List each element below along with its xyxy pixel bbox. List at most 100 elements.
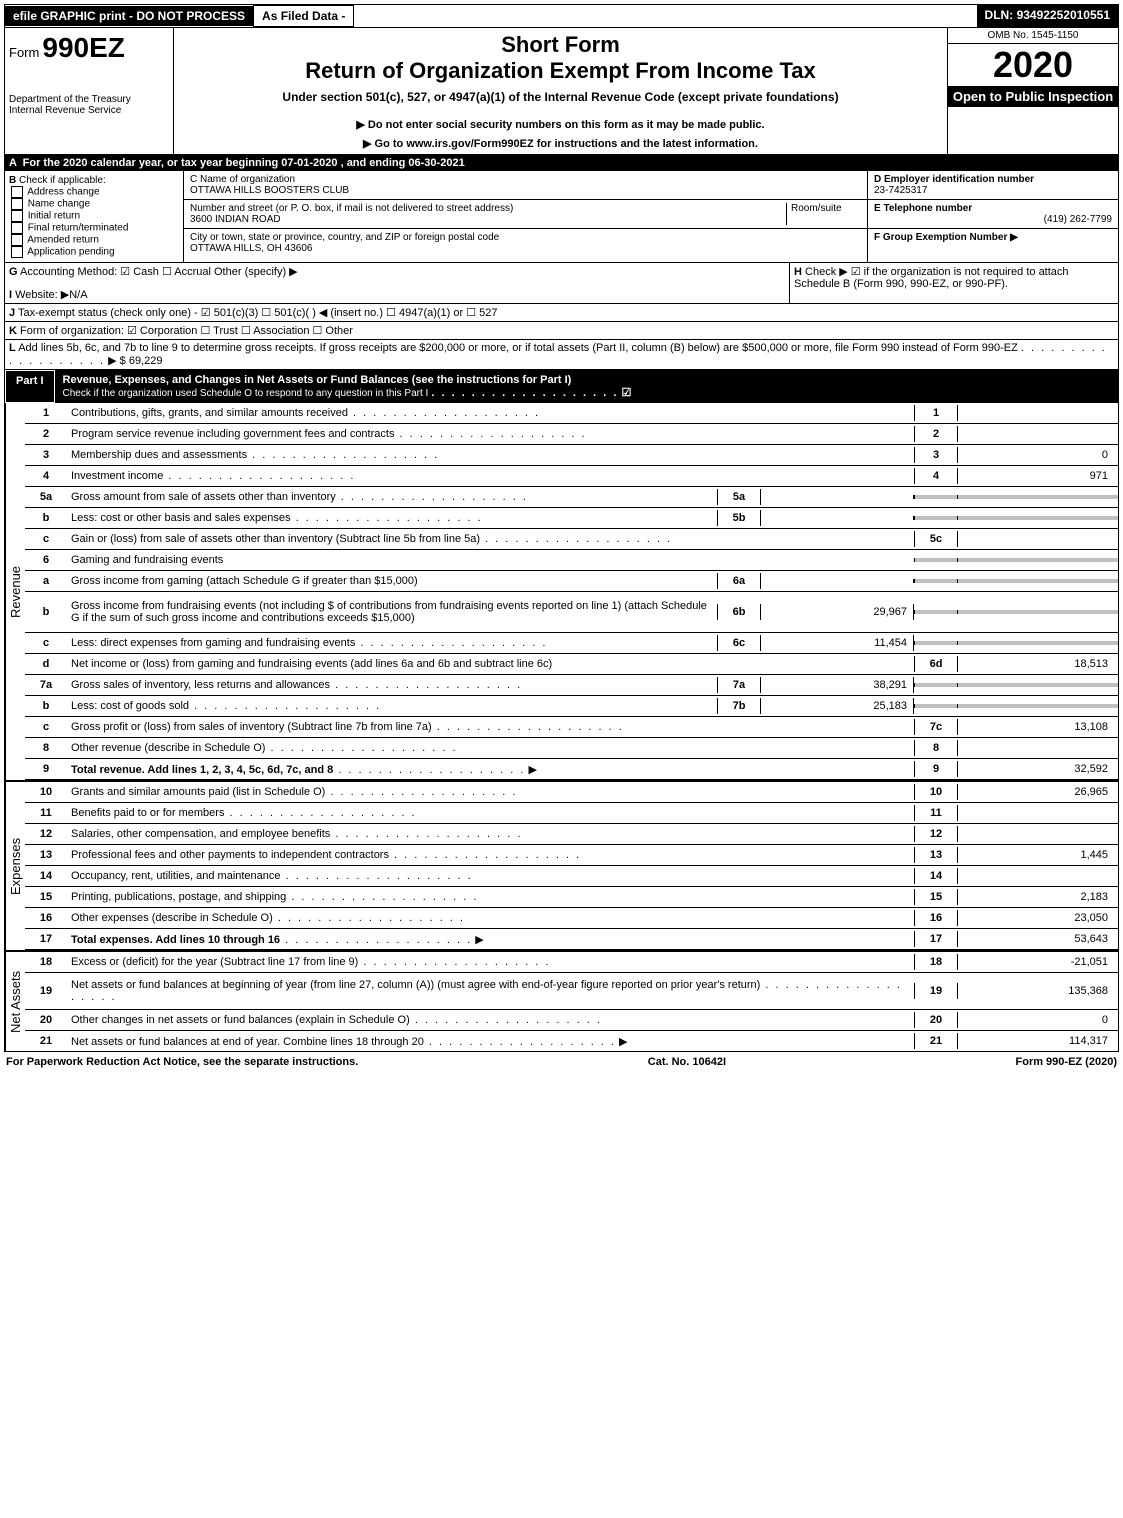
ln16-rv: 23,050 [958,910,1118,926]
ln18-num: 18 [25,954,67,970]
ln6c-text: Less: direct expenses from gaming and fu… [71,637,355,649]
line-11: 11 Benefits paid to or for members 11 [25,803,1118,824]
ln7a-mv: 38,291 [761,677,914,693]
city-label: City or town, state or province, country… [190,232,499,243]
ln11-num: 11 [25,805,67,821]
ln13-text: Professional fees and other payments to … [71,849,389,861]
ln14-rv [958,874,1118,878]
ln5a-text: Gross amount from sale of assets other t… [71,491,336,503]
ln6a-mn: 6a [717,573,761,589]
row-l: L Add lines 5b, 6c, and 7b to line 9 to … [5,340,1118,370]
ln19-text: Net assets or fund balances at beginning… [71,979,760,991]
line-5b: b Less: cost or other basis and sales ex… [25,508,1118,529]
chk-amended[interactable] [11,234,23,246]
b-opt-3: Final return/terminated [28,223,129,234]
ln7c-num: c [25,719,67,735]
chk-final[interactable] [11,222,23,234]
ln5b-rn-gray [914,516,958,520]
b-opt-1: Name change [28,199,90,210]
city-state-zip: OTTAWA HILLS, OH 43606 [190,243,312,254]
ln12-rv [958,832,1118,836]
chk-initial[interactable] [11,210,23,222]
row-k: K Form of organization: ☑ Corporation ☐ … [5,322,1118,340]
ln7a-text: Gross sales of inventory, less returns a… [71,679,330,691]
ln6-num: 6 [25,552,67,568]
ln4-rn: 4 [914,468,958,484]
ln7b-text: Less: cost of goods sold [71,700,189,712]
ln6-rv-gray [958,558,1118,562]
ln17-text: Total expenses. Add lines 10 through 16 [71,934,280,946]
ln6a-rv-gray [958,579,1118,583]
ln2-rn: 2 [914,426,958,442]
dept-treasury: Department of the Treasury [9,94,169,105]
ln12-num: 12 [25,826,67,842]
expenses-sidelabel: Expenses [5,782,25,950]
chk-name[interactable] [11,198,23,210]
accounting-method: Accounting Method: ☑ Cash ☐ Accrual Othe… [20,266,298,278]
chk-address[interactable] [11,186,23,198]
ln6d-text: Net income or (loss) from gaming and fun… [67,656,914,672]
line-6a: a Gross income from gaming (attach Sched… [25,571,1118,592]
part1-title: Revenue, Expenses, and Changes in Net As… [63,374,572,386]
ln19-rn: 19 [914,983,958,999]
chk-pending[interactable] [11,246,23,258]
d-label: D Employer identification number [874,174,1034,185]
ln20-text: Other changes in net assets or fund bala… [71,1014,410,1026]
ln14-rn: 14 [914,868,958,884]
ln1-rn: 1 [914,405,958,421]
line-6: 6 Gaming and fundraising events [25,550,1118,571]
ln2-rv [958,432,1118,436]
ln5c-rn: 5c [914,531,958,547]
ln6a-text: Gross income from gaming (attach Schedul… [67,573,717,589]
ln4-num: 4 [25,468,67,484]
ln8-num: 8 [25,740,67,756]
line-21: 21 Net assets or fund balances at end of… [25,1031,1118,1051]
footer-right: Form 990-EZ (2020) [1016,1056,1117,1068]
efile-label: efile GRAPHIC print - DO NOT PROCESS [5,6,253,26]
ln21-rv: 114,317 [958,1033,1118,1049]
ln6c-num: c [25,635,67,651]
netassets-section: Net Assets 18 Excess or (deficit) for th… [5,950,1118,1051]
line-20: 20 Other changes in net assets or fund b… [25,1010,1118,1031]
section-def: D Employer identification number 23-7425… [868,171,1118,262]
org-name: OTTAWA HILLS BOOSTERS CLUB [190,185,349,196]
dln-label: DLN: [985,8,1014,22]
ln4-text: Investment income [71,470,163,482]
ln21-num: 21 [25,1033,67,1049]
ln6d-num: d [25,656,67,672]
ln7c-rn: 7c [914,719,958,735]
b-opt-4: Amended return [27,235,99,246]
ln1-num: 1 [25,405,67,421]
c-label: C Name of organization [190,174,295,185]
ln10-rn: 10 [914,784,958,800]
ln5c-num: c [25,531,67,547]
ln6c-mn: 6c [717,635,761,651]
ln7b-rv-gray [958,704,1118,708]
ln6c-rn-gray [914,641,958,645]
line-18: 18 Excess or (deficit) for the year (Sub… [25,952,1118,973]
ln6d-rn: 6d [914,656,958,672]
ln1-text: Contributions, gifts, grants, and simila… [71,407,348,419]
section-b: B Check if applicable: Address change Na… [5,171,184,262]
revenue-sidelabel: Revenue [5,403,25,780]
ln21-rn: 21 [914,1033,958,1049]
row-gh: G Accounting Method: ☑ Cash ☐ Accrual Ot… [5,263,1118,304]
ln7a-mn: 7a [717,677,761,693]
ln6b-text: Gross income from fundraising events (no… [67,598,717,626]
ln5c-rv [958,537,1118,541]
ln9-rn: 9 [914,761,958,777]
part1-header: Part I Revenue, Expenses, and Changes in… [5,370,1118,403]
ln19-rv: 135,368 [958,983,1118,999]
ln9-text: Total revenue. Add lines 1, 2, 3, 4, 5c,… [71,764,333,776]
ln3-text: Membership dues and assessments [71,449,247,461]
line-12: 12 Salaries, other compensation, and emp… [25,824,1118,845]
ln7c-rv: 13,108 [958,719,1118,735]
line-6d: d Net income or (loss) from gaming and f… [25,654,1118,675]
ln5b-mv [761,516,914,520]
ln9-rv: 32,592 [958,761,1118,777]
line-5c: c Gain or (loss) from sale of assets oth… [25,529,1118,550]
ln5b-text: Less: cost or other basis and sales expe… [71,512,291,524]
line-10: 10 Grants and similar amounts paid (list… [25,782,1118,803]
line-14: 14 Occupancy, rent, utilities, and maint… [25,866,1118,887]
ln19-num: 19 [25,983,67,999]
